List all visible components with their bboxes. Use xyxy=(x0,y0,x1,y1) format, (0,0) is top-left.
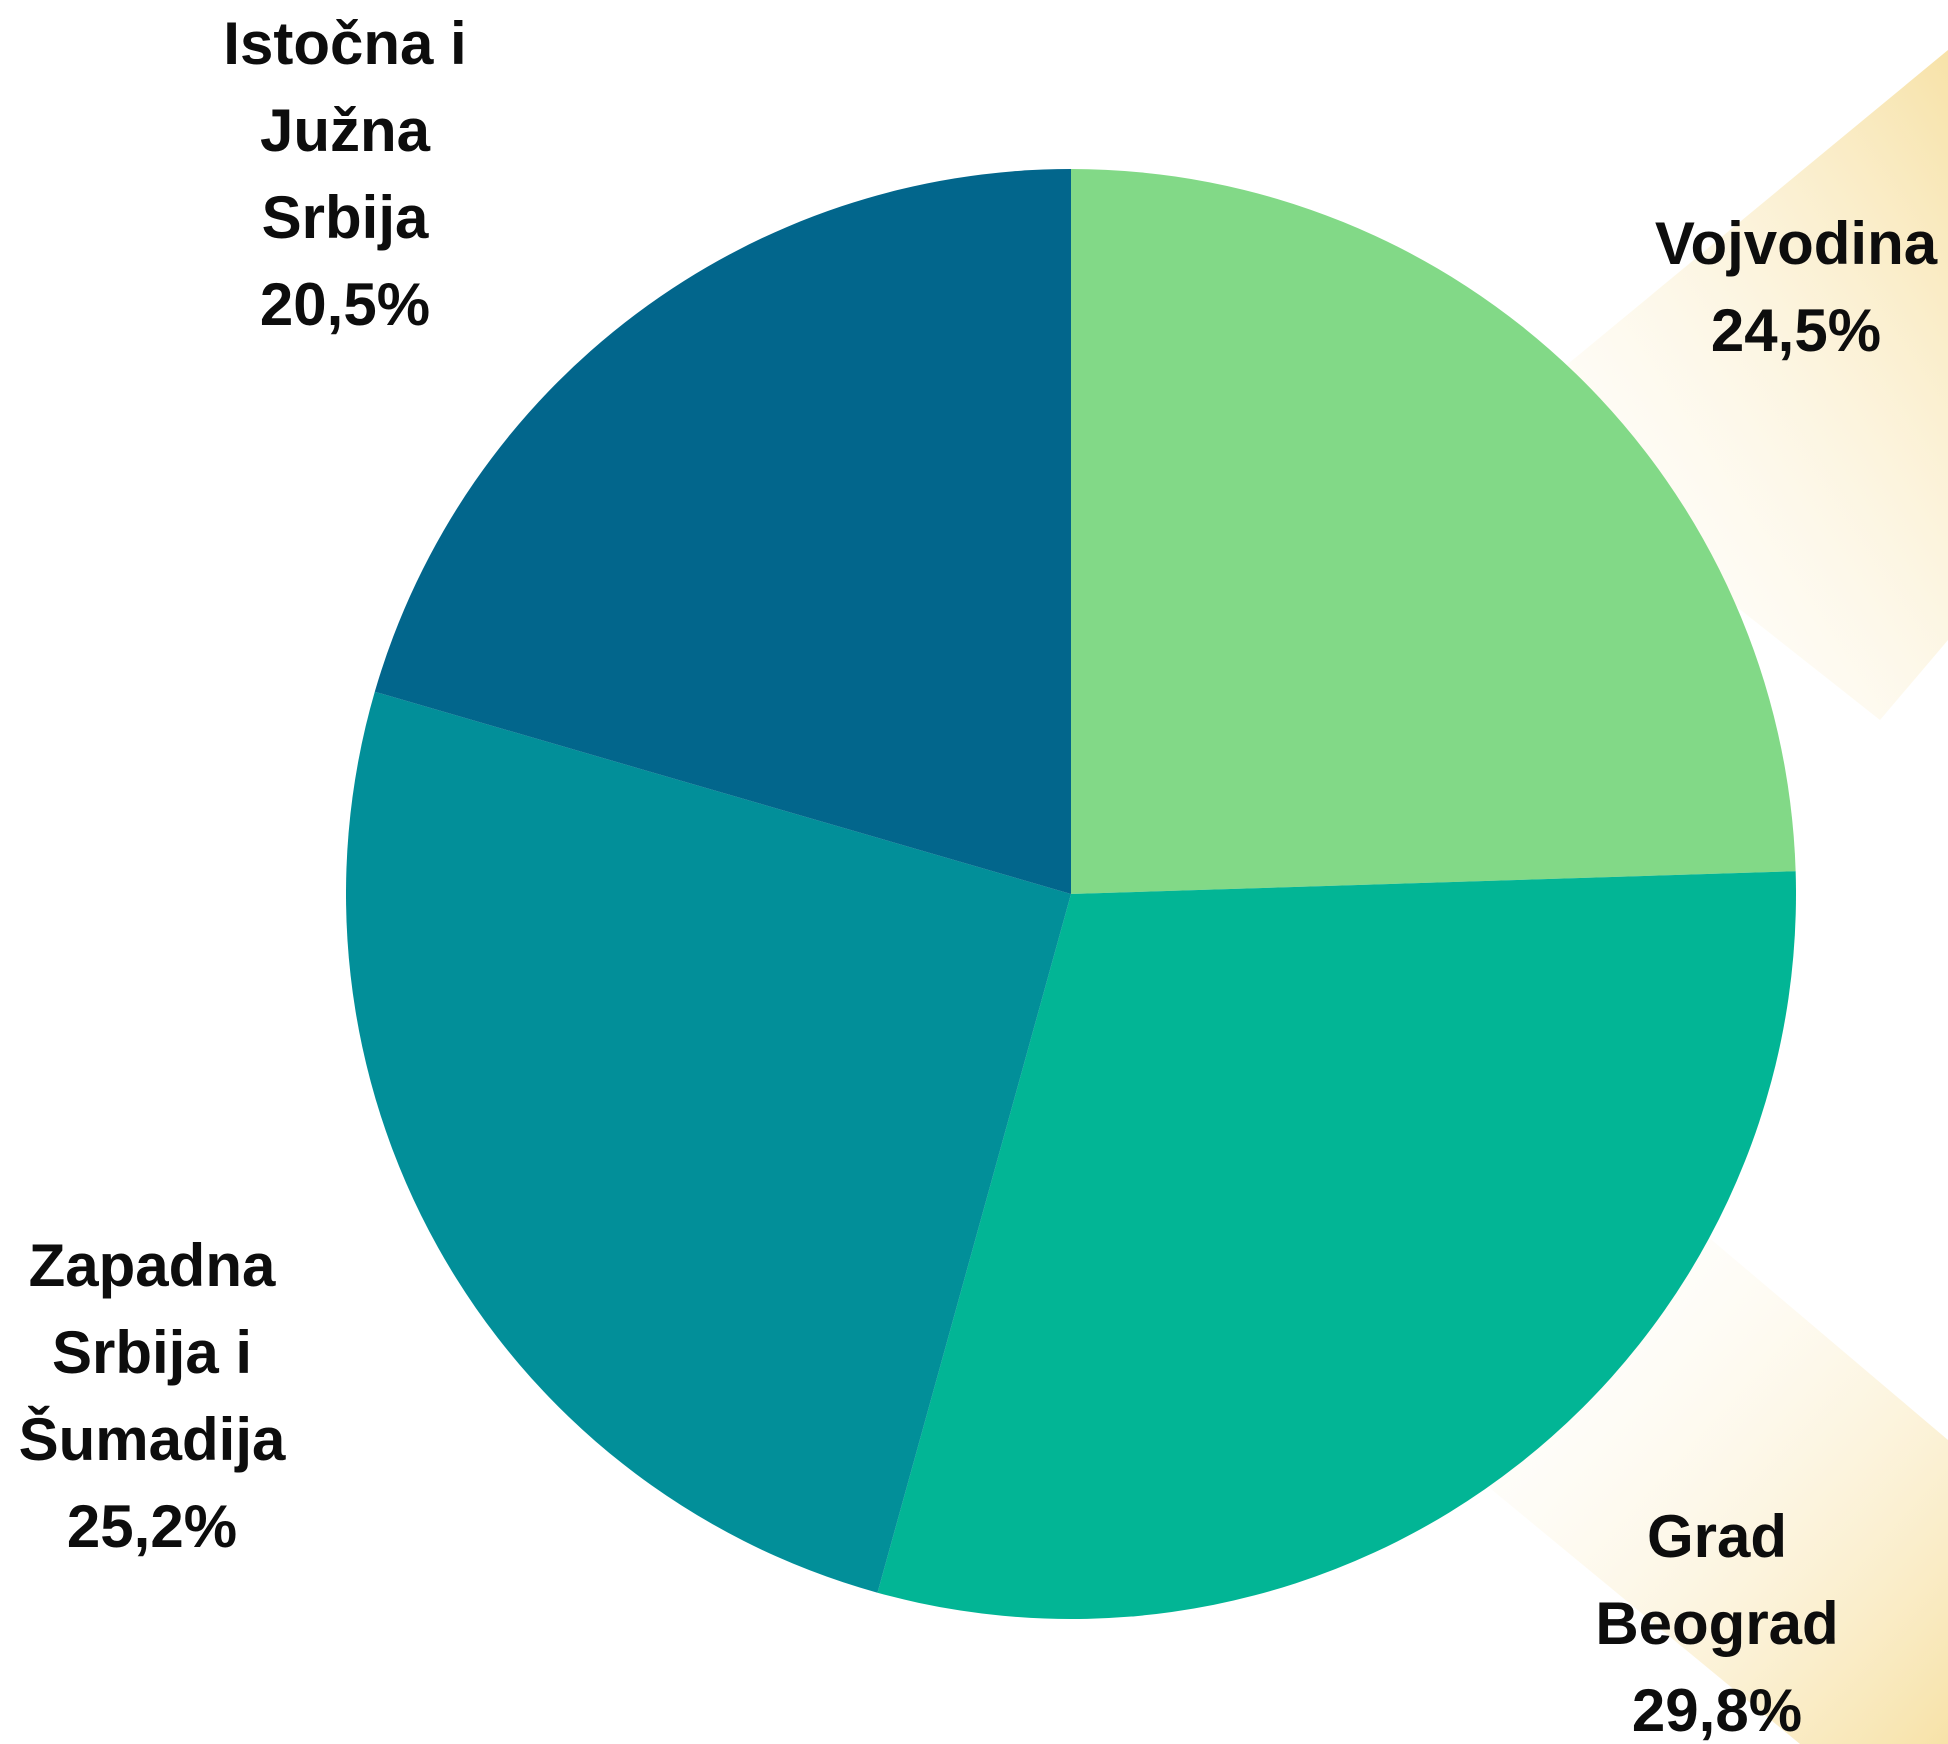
value-label: 24,5% xyxy=(1710,297,1882,364)
pie-slice xyxy=(1071,169,1796,894)
slice-label: Grad Beograd 29,8% xyxy=(1562,1493,1872,1744)
slice-label: Vojvodina 24,5% xyxy=(1641,200,1948,374)
value-label: 25,2% xyxy=(66,1493,238,1560)
value-label: 29,8% xyxy=(1631,1677,1803,1744)
category-label: Vojvodina xyxy=(1654,210,1938,277)
slice-label: Istočna i Južna Srbija 20,5% xyxy=(190,0,500,348)
value-label: 20,5% xyxy=(259,271,431,338)
pie-slice xyxy=(877,871,1796,1619)
category-label: Zapadna Srbija i Šumadija xyxy=(18,1232,286,1473)
pie-slice xyxy=(345,691,1072,1593)
slice-label: Zapadna Srbija i Šumadija 25,2% xyxy=(0,1222,307,1570)
pie-slice xyxy=(374,169,1071,894)
decor-band xyxy=(1500,50,1948,720)
category-label: Istočna i Južna Srbija xyxy=(223,10,467,251)
category-label: Grad Beograd xyxy=(1595,1503,1839,1657)
